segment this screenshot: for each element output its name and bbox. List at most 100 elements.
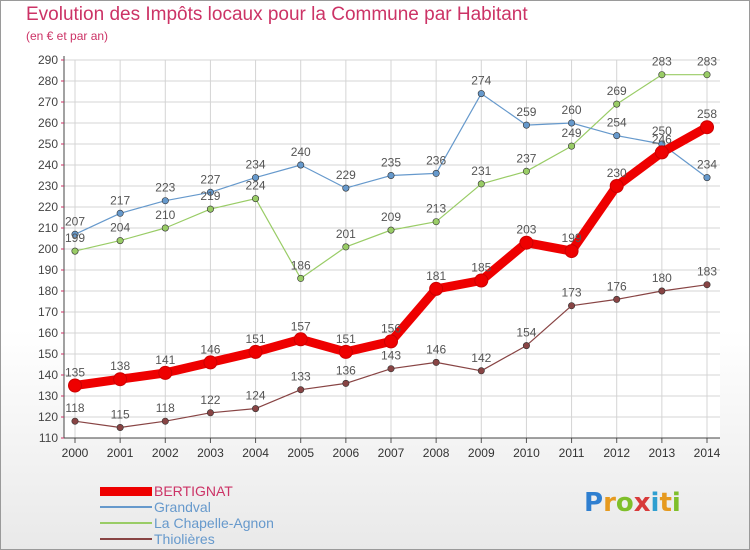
data-point-la-chapelle-agnon <box>477 180 485 188</box>
y-tick-label: 260 <box>38 116 58 130</box>
y-tick-label: 250 <box>38 137 58 151</box>
y-tick-label: 160 <box>38 326 58 340</box>
logo-letter: i <box>671 488 681 518</box>
legend-item-grandval[interactable]: Grandval <box>100 499 360 516</box>
data-point-la-chapelle-agnon <box>71 247 79 255</box>
data-label-bertignat: 135 <box>65 366 85 380</box>
data-label-la-chapelle-agnon: 231 <box>471 164 491 178</box>
logo-letter: r <box>603 488 616 518</box>
data-label-grandval: 234 <box>697 158 717 172</box>
data-point-grandval <box>161 197 169 205</box>
data-point-la-chapelle-agnon <box>252 195 260 203</box>
data-point-la-chapelle-agnon <box>568 142 576 150</box>
data-label-thioli-res: 133 <box>291 370 311 384</box>
legend-label-grandval: Grandval <box>154 499 211 515</box>
data-label-la-chapelle-agnon: 201 <box>336 227 356 241</box>
data-point-bertignat <box>474 273 489 288</box>
data-label-grandval: 235 <box>381 156 401 170</box>
data-label-grandval: 236 <box>426 153 446 167</box>
data-label-la-chapelle-agnon: 237 <box>516 151 536 165</box>
data-point-la-chapelle-agnon <box>387 226 395 234</box>
data-point-thioli-res <box>432 358 440 366</box>
data-point-grandval <box>613 132 621 140</box>
data-point-la-chapelle-agnon <box>206 205 214 213</box>
x-tick-label: 2005 <box>287 446 314 460</box>
data-label-grandval: 217 <box>110 193 130 207</box>
data-label-thioli-res: 146 <box>426 342 446 356</box>
data-label-grandval: 240 <box>291 145 311 159</box>
data-label-la-chapelle-agnon: 199 <box>65 231 85 245</box>
legend-label-bertignat: BERTIGNAT <box>154 483 233 499</box>
x-tick-label: 2003 <box>197 446 224 460</box>
logo-letter: t <box>659 488 672 518</box>
y-tick-label: 270 <box>38 95 58 109</box>
legend: BERTIGNAT Grandval La Chapelle-Agnon Thi… <box>100 483 360 548</box>
x-tick-label: 2007 <box>378 446 405 460</box>
data-label-thioli-res: 122 <box>200 393 220 407</box>
data-point-grandval <box>71 230 79 238</box>
data-point-thioli-res <box>71 417 79 425</box>
data-point-grandval <box>387 172 395 180</box>
data-label-thioli-res: 118 <box>65 401 84 415</box>
data-point-thioli-res <box>297 386 305 394</box>
data-point-thioli-res <box>568 302 576 310</box>
data-point-thioli-res <box>703 281 711 289</box>
legend-swatch-bertignat <box>100 486 152 496</box>
legend-item-la-chapelle-agnon[interactable]: La Chapelle-Agnon <box>100 515 360 532</box>
data-label-la-chapelle-agnon: 186 <box>291 258 311 272</box>
x-tick-label: 2009 <box>468 446 495 460</box>
x-tick-label: 2006 <box>333 446 360 460</box>
data-label-thioli-res: 136 <box>336 363 356 377</box>
x-tick-label: 2014 <box>694 446 721 460</box>
data-point-la-chapelle-agnon <box>522 167 530 175</box>
x-tick-label: 2013 <box>649 446 676 460</box>
data-point-la-chapelle-agnon <box>297 274 305 282</box>
y-tick-label: 240 <box>38 158 58 172</box>
y-tick-label: 280 <box>38 74 58 88</box>
data-point-bertignat <box>700 120 714 135</box>
data-label-grandval: 229 <box>336 168 356 182</box>
data-point-la-chapelle-agnon <box>342 243 350 251</box>
y-tick-label: 230 <box>38 179 58 193</box>
data-label-bertignat: 230 <box>607 166 627 180</box>
data-point-thioli-res <box>116 423 124 431</box>
proxiti-logo: Proxiti <box>584 488 681 518</box>
data-label-bertignat: 199 <box>562 231 582 245</box>
x-tick-label: 2002 <box>152 446 179 460</box>
data-point-la-chapelle-agnon <box>161 224 169 232</box>
x-tick-label: 2010 <box>513 446 540 460</box>
data-point-bertignat <box>68 378 82 393</box>
legend-item-thiolieres[interactable]: Thiolières <box>100 531 360 548</box>
y-tick-label: 130 <box>38 389 58 403</box>
data-point-grandval <box>522 121 530 129</box>
legend-item-bertignat[interactable]: BERTIGNAT <box>100 483 360 500</box>
data-label-la-chapelle-agnon: 283 <box>697 55 717 69</box>
data-label-la-chapelle-agnon: 269 <box>607 84 627 98</box>
data-label-bertignat: 185 <box>471 261 491 275</box>
y-tick-label: 180 <box>38 284 58 298</box>
data-point-thioli-res <box>613 295 621 303</box>
data-label-bertignat: 141 <box>155 353 175 367</box>
x-tick-label: 2004 <box>242 446 269 460</box>
y-tick-label: 170 <box>38 305 58 319</box>
x-tick-label: 2001 <box>107 446 134 460</box>
y-tick-label: 110 <box>39 431 58 445</box>
data-point-bertignat <box>338 344 353 359</box>
logo-letter: i <box>650 488 660 518</box>
data-label-thioli-res: 154 <box>516 326 536 340</box>
data-label-grandval: 274 <box>471 74 491 88</box>
data-label-la-chapelle-agnon: 210 <box>155 208 175 222</box>
data-label-grandval: 227 <box>200 172 220 186</box>
data-label-la-chapelle-agnon: 249 <box>562 126 582 140</box>
data-point-thioli-res <box>477 367 485 375</box>
data-point-bertignat <box>429 281 444 296</box>
data-point-thioli-res <box>522 342 530 350</box>
data-label-la-chapelle-agnon: 209 <box>381 210 401 224</box>
data-label-grandval: 234 <box>246 158 266 172</box>
data-point-la-chapelle-agnon <box>703 71 711 79</box>
data-point-bertignat <box>113 372 128 387</box>
data-label-la-chapelle-agnon: 213 <box>426 202 446 216</box>
data-point-grandval <box>432 169 440 177</box>
data-label-bertignat: 151 <box>246 332 266 346</box>
